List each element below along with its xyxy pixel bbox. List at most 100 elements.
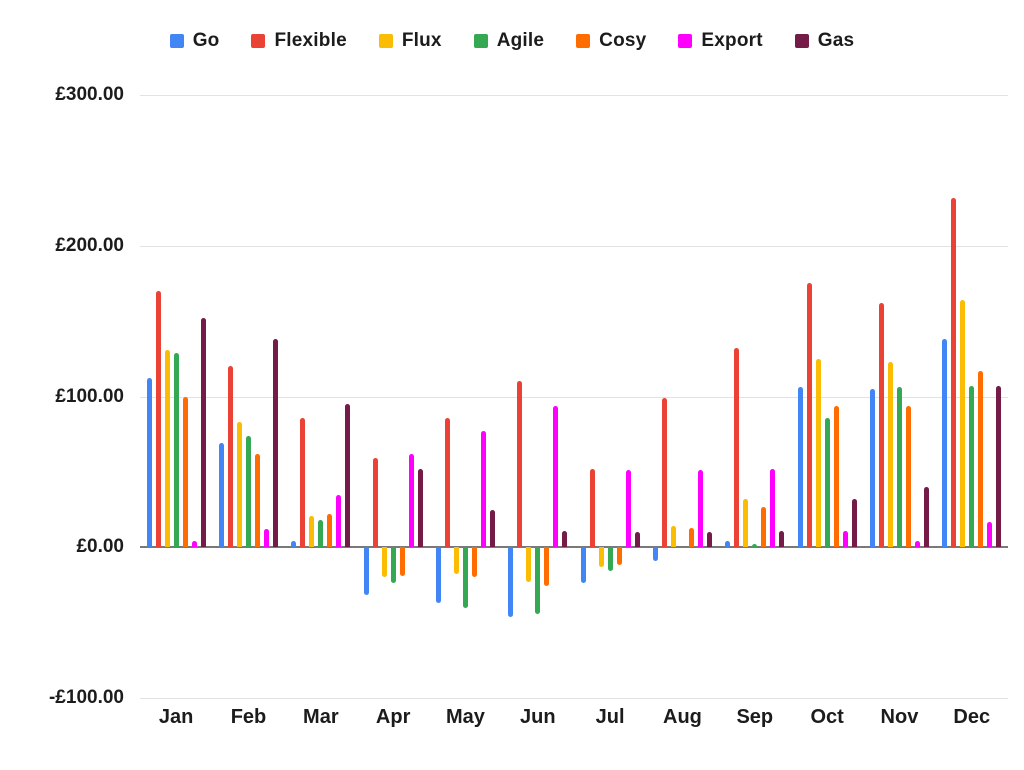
bar-go-nov[interactable]	[869, 388, 875, 548]
bar-flexible-apr[interactable]	[372, 458, 378, 548]
bar-agile-apr[interactable]	[390, 547, 396, 584]
bar-export-jan[interactable]	[191, 541, 197, 548]
bar-flexible-oct[interactable]	[806, 283, 812, 548]
bar-export-jul[interactable]	[625, 470, 631, 548]
bar-flux-sep[interactable]	[743, 499, 749, 548]
bar-cosy-sep[interactable]	[761, 506, 767, 548]
bar-export-mar[interactable]	[336, 494, 342, 548]
bar-gas-oct[interactable]	[851, 499, 857, 548]
legend-item-agile[interactable]: Agile	[473, 30, 544, 52]
bar-slot	[399, 95, 405, 698]
bar-cosy-dec[interactable]	[978, 370, 984, 548]
bar-go-may[interactable]	[435, 547, 441, 604]
bar-flux-nov[interactable]	[887, 361, 893, 548]
bar-agile-sep[interactable]	[752, 544, 758, 548]
bar-go-feb[interactable]	[218, 443, 224, 548]
bar-go-jun[interactable]	[508, 547, 514, 617]
bar-export-nov[interactable]	[914, 541, 920, 548]
legend-label-cosy: Cosy	[599, 30, 647, 51]
bar-agile-oct[interactable]	[824, 417, 830, 548]
bar-cosy-aug[interactable]	[688, 527, 694, 548]
bar-go-oct[interactable]	[797, 387, 803, 548]
bar-slot	[372, 95, 378, 698]
bar-flux-jun[interactable]	[526, 547, 532, 582]
bar-gas-mar[interactable]	[345, 404, 351, 548]
legend-swatch-export	[678, 34, 693, 48]
bar-agile-may[interactable]	[462, 547, 468, 608]
bar-flux-feb[interactable]	[236, 422, 242, 548]
bar-cosy-oct[interactable]	[833, 405, 839, 548]
bar-cosy-apr[interactable]	[399, 547, 405, 576]
bar-gas-apr[interactable]	[417, 468, 423, 548]
bar-export-jun[interactable]	[553, 405, 559, 548]
bar-export-sep[interactable]	[770, 468, 776, 548]
legend-item-gas[interactable]: Gas	[794, 30, 855, 52]
bar-flux-dec[interactable]	[960, 300, 966, 548]
bar-agile-jul[interactable]	[607, 547, 613, 572]
bar-gas-jun[interactable]	[562, 530, 568, 548]
bar-cosy-mar[interactable]	[327, 514, 333, 548]
bar-export-feb[interactable]	[263, 529, 269, 548]
bar-export-apr[interactable]	[408, 453, 414, 548]
bar-flexible-mar[interactable]	[300, 417, 306, 548]
bar-flexible-jun[interactable]	[517, 381, 523, 548]
bar-flexible-may[interactable]	[444, 417, 450, 548]
bar-export-aug[interactable]	[697, 470, 703, 548]
bar-flux-apr[interactable]	[381, 547, 387, 578]
bar-flexible-dec[interactable]	[951, 197, 957, 548]
bar-cosy-jul[interactable]	[616, 547, 622, 566]
bar-cosy-feb[interactable]	[254, 453, 260, 548]
bar-slot	[218, 95, 224, 698]
bar-cosy-jan[interactable]	[182, 396, 188, 548]
legend-item-flux[interactable]: Flux	[378, 30, 442, 52]
bar-agile-jun[interactable]	[535, 547, 541, 614]
bar-go-jan[interactable]	[146, 378, 152, 548]
bar-slot	[336, 95, 342, 698]
bar-export-oct[interactable]	[842, 530, 848, 548]
bar-group-aug	[646, 95, 718, 698]
bar-flux-may[interactable]	[453, 547, 459, 575]
x-label-aug: Aug	[663, 706, 702, 728]
bar-flux-mar[interactable]	[309, 515, 315, 548]
bar-agile-jan[interactable]	[173, 352, 179, 548]
bar-cosy-may[interactable]	[471, 547, 477, 578]
bar-agile-feb[interactable]	[245, 435, 251, 548]
bar-gas-may[interactable]	[489, 509, 495, 548]
bar-go-mar[interactable]	[291, 541, 297, 548]
bar-gas-aug[interactable]	[706, 532, 712, 548]
bar-flexible-nov[interactable]	[878, 303, 884, 548]
bar-gas-dec[interactable]	[996, 385, 1002, 548]
legend-item-flexible[interactable]: Flexible	[251, 30, 347, 52]
bar-gas-nov[interactable]	[923, 486, 929, 548]
bar-go-dec[interactable]	[942, 339, 948, 548]
bar-cosy-nov[interactable]	[905, 405, 911, 548]
bar-export-dec[interactable]	[987, 521, 993, 548]
bar-flux-aug[interactable]	[670, 526, 676, 548]
bar-gas-jan[interactable]	[200, 318, 206, 548]
bar-agile-mar[interactable]	[318, 520, 324, 548]
legend-item-go[interactable]: Go	[169, 30, 220, 52]
bar-go-aug[interactable]	[652, 547, 658, 561]
bar-agile-nov[interactable]	[896, 387, 902, 548]
bar-go-sep[interactable]	[725, 541, 731, 548]
bar-cosy-jun[interactable]	[544, 547, 550, 587]
legend-item-cosy[interactable]: Cosy	[576, 30, 646, 52]
bar-agile-dec[interactable]	[969, 385, 975, 548]
bar-flexible-jan[interactable]	[155, 290, 161, 548]
bar-flexible-jul[interactable]	[589, 468, 595, 548]
bar-flexible-aug[interactable]	[661, 398, 667, 548]
bar-slot	[327, 95, 333, 698]
bar-flexible-feb[interactable]	[227, 366, 233, 548]
bar-slot	[851, 95, 857, 698]
legend-item-export[interactable]: Export	[678, 30, 763, 52]
bar-gas-feb[interactable]	[272, 339, 278, 548]
bar-flux-jan[interactable]	[164, 349, 170, 548]
bar-flux-oct[interactable]	[815, 358, 821, 548]
bar-export-may[interactable]	[480, 431, 486, 548]
bar-gas-sep[interactable]	[779, 530, 785, 548]
bar-flux-jul[interactable]	[598, 547, 604, 567]
bar-flexible-sep[interactable]	[734, 348, 740, 548]
bar-go-apr[interactable]	[363, 547, 369, 596]
bar-gas-jul[interactable]	[634, 532, 640, 548]
bar-go-jul[interactable]	[580, 547, 586, 584]
